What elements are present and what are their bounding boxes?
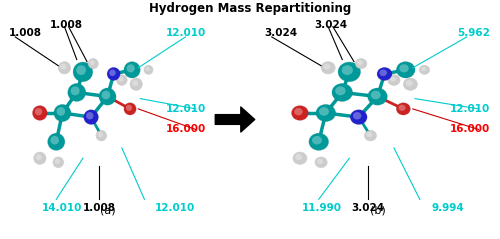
Circle shape xyxy=(398,105,406,111)
Text: 1.008: 1.008 xyxy=(50,20,83,30)
Text: 16.000: 16.000 xyxy=(450,125,490,135)
Circle shape xyxy=(400,64,408,72)
Circle shape xyxy=(353,112,362,120)
Circle shape xyxy=(146,67,150,71)
Circle shape xyxy=(421,67,426,71)
Circle shape xyxy=(324,64,330,70)
Circle shape xyxy=(312,136,322,145)
Text: 3.024: 3.024 xyxy=(314,20,347,30)
Circle shape xyxy=(332,83,352,102)
Circle shape xyxy=(316,104,336,122)
FancyArrowPatch shape xyxy=(216,107,254,132)
Circle shape xyxy=(86,112,94,120)
Circle shape xyxy=(388,75,400,86)
Circle shape xyxy=(60,64,66,70)
Circle shape xyxy=(35,108,42,115)
Circle shape xyxy=(73,62,92,82)
Circle shape xyxy=(118,76,124,82)
Text: 3.024: 3.024 xyxy=(264,28,298,38)
Text: 14.010: 14.010 xyxy=(42,202,82,212)
Circle shape xyxy=(366,132,372,137)
Circle shape xyxy=(36,154,42,160)
Circle shape xyxy=(99,88,116,105)
Circle shape xyxy=(396,62,415,78)
Circle shape xyxy=(377,67,392,81)
Circle shape xyxy=(338,62,360,82)
Text: 1.008: 1.008 xyxy=(9,28,42,38)
Text: 11.990: 11.990 xyxy=(302,202,343,212)
Text: Hydrogen Mass Repartitioning: Hydrogen Mass Repartitioning xyxy=(149,2,351,15)
Circle shape xyxy=(109,70,116,76)
Circle shape xyxy=(406,80,412,86)
Text: 12.010: 12.010 xyxy=(166,28,206,38)
Circle shape xyxy=(144,65,153,74)
Circle shape xyxy=(50,136,59,145)
Circle shape xyxy=(319,107,329,116)
Circle shape xyxy=(355,59,367,69)
Circle shape xyxy=(54,104,71,122)
Circle shape xyxy=(292,106,308,120)
Circle shape xyxy=(34,152,46,164)
Circle shape xyxy=(116,75,127,86)
Circle shape xyxy=(68,83,86,102)
Circle shape xyxy=(32,106,47,120)
Text: 12.010: 12.010 xyxy=(166,104,206,114)
Circle shape xyxy=(53,157,64,168)
Circle shape xyxy=(309,133,328,150)
Circle shape xyxy=(88,59,99,69)
Text: 3.024: 3.024 xyxy=(352,202,384,212)
Circle shape xyxy=(295,154,302,160)
Circle shape xyxy=(84,110,98,125)
Circle shape xyxy=(364,130,376,141)
Circle shape xyxy=(107,67,120,81)
Circle shape xyxy=(315,157,327,168)
Circle shape xyxy=(390,76,396,82)
Text: (a): (a) xyxy=(100,206,116,216)
Circle shape xyxy=(293,152,307,164)
Circle shape xyxy=(98,132,103,137)
Text: 1.008: 1.008 xyxy=(83,202,116,212)
Circle shape xyxy=(102,91,110,99)
Circle shape xyxy=(357,60,363,65)
Circle shape xyxy=(294,108,302,115)
Circle shape xyxy=(124,103,136,115)
Text: 16.000: 16.000 xyxy=(166,125,206,135)
Circle shape xyxy=(380,70,387,76)
Circle shape xyxy=(54,159,60,164)
Circle shape xyxy=(126,105,132,111)
Circle shape xyxy=(96,130,106,141)
Circle shape xyxy=(368,88,388,105)
Circle shape xyxy=(321,62,335,74)
Text: 12.010: 12.010 xyxy=(154,202,195,212)
Circle shape xyxy=(130,78,142,90)
Circle shape xyxy=(56,107,65,116)
Circle shape xyxy=(132,80,138,86)
Circle shape xyxy=(371,91,380,99)
Circle shape xyxy=(335,86,345,95)
Circle shape xyxy=(317,159,323,164)
Circle shape xyxy=(124,62,140,78)
Circle shape xyxy=(76,65,86,75)
Text: 9.994: 9.994 xyxy=(432,202,464,212)
Circle shape xyxy=(342,65,353,75)
Circle shape xyxy=(396,103,410,115)
Text: 5.962: 5.962 xyxy=(458,28,490,38)
Circle shape xyxy=(404,78,417,90)
Text: (b): (b) xyxy=(370,206,386,216)
Circle shape xyxy=(48,133,65,150)
Circle shape xyxy=(126,64,134,72)
Circle shape xyxy=(420,65,430,74)
Circle shape xyxy=(90,60,95,65)
Circle shape xyxy=(70,86,80,95)
Circle shape xyxy=(58,62,70,74)
Circle shape xyxy=(350,110,367,125)
Text: 12.010: 12.010 xyxy=(450,104,490,114)
